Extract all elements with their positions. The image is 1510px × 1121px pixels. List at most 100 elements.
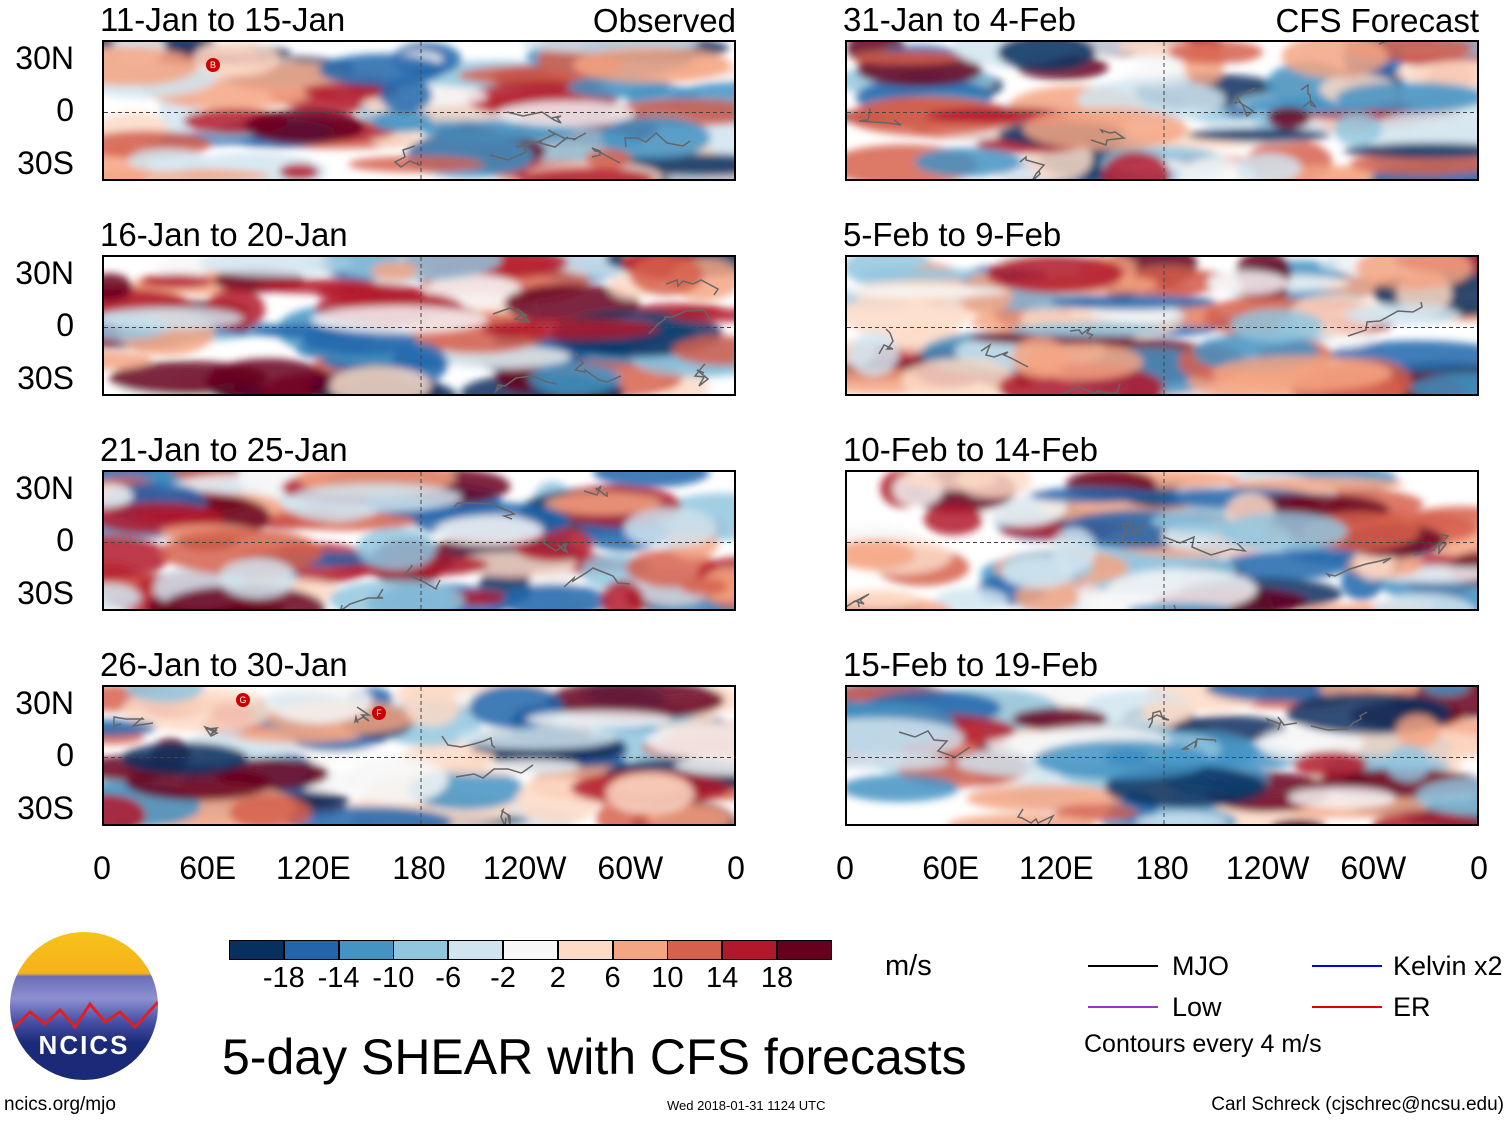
- shear-contour-blob: [1001, 556, 1075, 589]
- figure-title: 5-day SHEAR with CFS forecasts: [222, 1029, 967, 1085]
- shear-contour-blob: [517, 167, 655, 179]
- shear-contour-blob: [480, 318, 660, 340]
- shear-contour-blob: [235, 728, 359, 744]
- shear-contour-blob: [104, 168, 271, 179]
- legend-line-er: [1312, 1006, 1382, 1008]
- shear-contour-blob: [1051, 527, 1097, 573]
- x-tick-label: 120E: [1018, 850, 1094, 886]
- coastline: [353, 706, 372, 724]
- panel-title: 31-Jan to 4-Feb: [843, 1, 1076, 38]
- shear-contour-blob: [1424, 687, 1468, 695]
- coastline: [1347, 301, 1423, 337]
- shear-contour-blob: [124, 687, 204, 703]
- coastline: [591, 147, 621, 164]
- footer-timestamp: Wed 2018-01-31 1124 UTC: [667, 1098, 826, 1113]
- shear-contour-blob: [528, 362, 621, 394]
- shear-contour-blob: [847, 539, 916, 570]
- footer-url[interactable]: ncics.org/mjo: [4, 1094, 116, 1115]
- x-tick-label: 0: [727, 850, 745, 886]
- legend-line-low: [1088, 1006, 1158, 1008]
- colorbar-tick-label: 6: [604, 962, 621, 994]
- x-tick-label: 120E: [275, 850, 351, 886]
- coastline: [1016, 808, 1055, 824]
- ncics-logo: NCICS: [10, 932, 158, 1080]
- shear-contour-blob: [1126, 603, 1234, 609]
- colorbar-swatch: [338, 940, 394, 960]
- shear-contour-blob: [104, 46, 198, 86]
- shear-contour-blob: [947, 813, 1096, 824]
- shear-contour-blob: [1054, 804, 1139, 821]
- shear-contour-blob: [1416, 778, 1477, 816]
- colorbar-tick-label: 18: [760, 962, 794, 994]
- shear-contour-blob: [852, 51, 963, 66]
- shear-contour-blob: [646, 601, 734, 609]
- coastline: [980, 343, 1029, 368]
- shear-contour-blob: [629, 257, 703, 296]
- coastline: [492, 307, 531, 323]
- shear-contour-blob: [1206, 270, 1288, 295]
- x-tick-label: 60W: [1340, 850, 1407, 886]
- shear-contour-blob: [356, 527, 437, 571]
- shear-contour-blob: [956, 472, 1032, 498]
- coastline: [203, 725, 220, 737]
- shear-contour-blob: [1410, 59, 1477, 90]
- shear-contour-blob: [671, 335, 734, 366]
- y-tick-label: 0: [56, 92, 74, 128]
- shear-contour-blob: [435, 515, 544, 546]
- shear-contour-blob: [646, 723, 734, 760]
- coastline: [858, 107, 902, 126]
- shear-contour-blob: [848, 332, 899, 376]
- shear-contour-blob: [1355, 257, 1473, 290]
- shear-contour-blob: [371, 261, 418, 281]
- shear-contour-blob: [1167, 42, 1263, 65]
- shear-contour-blob: [585, 148, 632, 170]
- coastline: [563, 567, 631, 588]
- coastline: [665, 278, 720, 296]
- shear-map-panel: [845, 470, 1479, 611]
- shear-contour-blob: [1049, 294, 1217, 310]
- shear-contour-blob: [1107, 568, 1257, 609]
- coastline: [441, 735, 496, 749]
- shear-contour-blob: [593, 472, 710, 488]
- shear-contour-blob: [315, 282, 425, 303]
- panel-title: 5-Feb to 9-Feb: [843, 216, 1062, 253]
- y-tick-label: 0: [56, 307, 74, 343]
- shear-contour-blob: [675, 756, 734, 776]
- legend-line-mjo: [1088, 965, 1158, 967]
- shear-contour-blob: [104, 534, 170, 581]
- shear-contour-blob: [997, 42, 1096, 72]
- shear-contour-blob: [484, 759, 581, 774]
- shear-contour-blob: [1230, 309, 1324, 342]
- shear-contour-blob: [1187, 128, 1332, 142]
- y-tick-label: 30N: [15, 470, 74, 506]
- shear-contour-blob: [1372, 593, 1475, 609]
- shear-contour-blob: [855, 267, 989, 281]
- panel-title: 21-Jan to 25-Jan: [100, 431, 348, 468]
- colorbar-swatch: [283, 940, 339, 960]
- shear-contour-blob: [1218, 512, 1348, 551]
- legend-label-er: ER: [1393, 992, 1431, 1022]
- shear-contour-blob: [229, 795, 312, 824]
- shear-contour-blob: [544, 491, 663, 516]
- shear-contour-blob: [1343, 142, 1477, 159]
- storm-marker: G: [236, 693, 250, 707]
- coastline: [1019, 155, 1046, 179]
- footer-author: Carl Schreck (cjschrec@ncsu.edu): [1211, 1094, 1504, 1115]
- colorbar-swatch: [667, 940, 723, 960]
- coastline: [898, 730, 971, 758]
- shear-contour-blob: [318, 53, 444, 87]
- shear-contour-blob: [1293, 751, 1368, 777]
- shear-contour-blob: [624, 507, 718, 548]
- shear-contour-blob: [302, 82, 399, 100]
- legend-label-mjo: MJO: [1172, 951, 1229, 981]
- coastline: [1233, 87, 1256, 118]
- shear-contour-blob: [104, 583, 140, 609]
- panel-title: 15-Feb to 19-Feb: [843, 646, 1098, 683]
- panel-title: 26-Jan to 30-Jan: [100, 646, 348, 683]
- x-tick-label: 60W: [597, 850, 664, 886]
- shear-contour-blob: [600, 116, 711, 160]
- y-tick-label: 0: [56, 522, 74, 558]
- shear-contour-blob: [680, 578, 728, 596]
- shear-contour-blob: [1177, 156, 1258, 179]
